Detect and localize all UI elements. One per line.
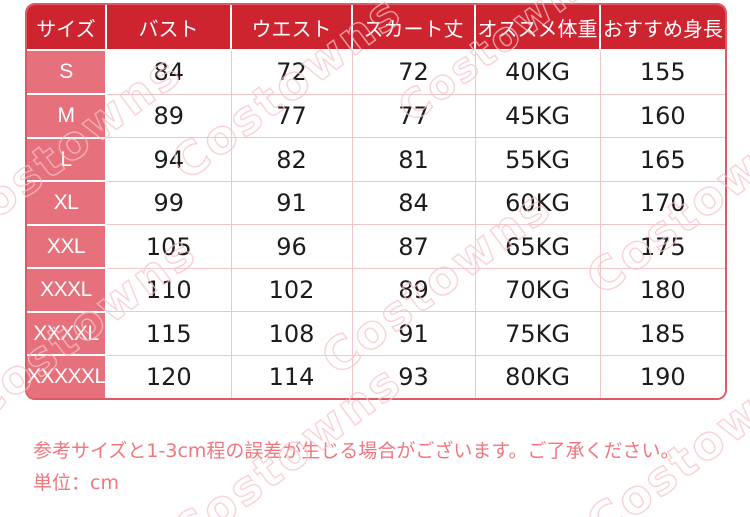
table-row: XXL 105 96 87 65KG 175 xyxy=(27,224,725,270)
cell-bust: 110 xyxy=(106,268,232,313)
cell-size: XXXL xyxy=(27,268,107,313)
cell-waist: 114 xyxy=(231,355,353,398)
cell-waist: 77 xyxy=(231,94,353,139)
column-header-height: おすすめ身長 xyxy=(600,5,725,51)
cell-weight: 60KG xyxy=(475,181,601,226)
table-row: S 84 72 72 40KG 155 xyxy=(27,50,725,96)
cell-waist: 82 xyxy=(231,137,353,182)
column-header-skirt-length: スカート丈 xyxy=(352,5,476,51)
cell-size: S xyxy=(27,50,107,96)
cell-bust: 89 xyxy=(106,94,232,139)
cell-height: 180 xyxy=(600,268,725,313)
cell-height: 185 xyxy=(600,311,725,356)
cell-skirt-length: 89 xyxy=(352,268,476,313)
cell-skirt-length: 72 xyxy=(352,50,476,95)
cell-weight: 70KG xyxy=(475,268,601,313)
column-header-bust: バスト xyxy=(106,5,232,51)
cell-size: XXXXXL xyxy=(27,355,107,398)
size-chart-table: サイズ バスト ウエスト スカート丈 オススメ体重 おすすめ身長 S 84 72… xyxy=(25,3,727,400)
column-header-weight: オススメ体重 xyxy=(475,5,601,51)
cell-waist: 108 xyxy=(231,311,353,356)
cell-size: XXXXL xyxy=(27,311,107,357)
cell-weight: 45KG xyxy=(475,94,601,139)
cell-size: L xyxy=(27,137,107,183)
cell-bust: 105 xyxy=(106,224,232,269)
cell-bust: 115 xyxy=(106,311,232,356)
cell-height: 165 xyxy=(600,137,725,182)
cell-size: M xyxy=(27,94,107,139)
table-row: M 89 77 77 45KG 160 xyxy=(27,94,725,139)
cell-skirt-length: 84 xyxy=(352,181,476,226)
cell-size: XL xyxy=(27,181,107,226)
cell-bust: 94 xyxy=(106,137,232,182)
column-header-waist: ウエスト xyxy=(231,5,353,51)
table-row: XXXL 110 102 89 70KG 180 xyxy=(27,268,725,313)
cell-bust: 84 xyxy=(106,50,232,95)
cell-weight: 75KG xyxy=(475,311,601,356)
cell-height: 190 xyxy=(600,355,725,398)
cell-weight: 40KG xyxy=(475,50,601,95)
cell-waist: 96 xyxy=(231,224,353,269)
cell-weight: 65KG xyxy=(475,224,601,269)
cell-height: 160 xyxy=(600,94,725,139)
cell-height: 175 xyxy=(600,224,725,269)
table-row: XL 99 91 84 60KG 170 xyxy=(27,181,725,226)
header-row: サイズ バスト ウエスト スカート丈 オススメ体重 おすすめ身長 xyxy=(27,5,725,51)
cell-weight: 55KG xyxy=(475,137,601,182)
cell-height: 155 xyxy=(600,50,725,95)
table-row: L 94 82 81 55KG 165 xyxy=(27,137,725,183)
column-header-size: サイズ xyxy=(27,5,107,51)
cell-height: 170 xyxy=(600,181,725,226)
cell-bust: 120 xyxy=(106,355,232,398)
cell-bust: 99 xyxy=(106,181,232,226)
cell-skirt-length: 81 xyxy=(352,137,476,182)
cell-skirt-length: 87 xyxy=(352,224,476,269)
cell-weight: 80KG xyxy=(475,355,601,398)
size-table: サイズ バスト ウエスト スカート丈 オススメ体重 おすすめ身長 S 84 72… xyxy=(27,5,725,398)
table-row: XXXXXL 120 114 93 80KG 190 xyxy=(27,355,725,398)
cell-skirt-length: 93 xyxy=(352,355,476,398)
note-unit: 単位：cm xyxy=(33,472,119,494)
cell-waist: 91 xyxy=(231,181,353,226)
cell-waist: 102 xyxy=(231,268,353,313)
note-size-tolerance: 参考サイズと1-3cm程の誤差が生じる場合がございます。ご了承ください。 xyxy=(33,440,680,462)
table-row: XXXXL 115 108 91 75KG 185 xyxy=(27,311,725,357)
cell-skirt-length: 77 xyxy=(352,94,476,139)
cell-skirt-length: 91 xyxy=(352,311,476,356)
cell-waist: 72 xyxy=(231,50,353,95)
cell-size: XXL xyxy=(27,224,107,270)
